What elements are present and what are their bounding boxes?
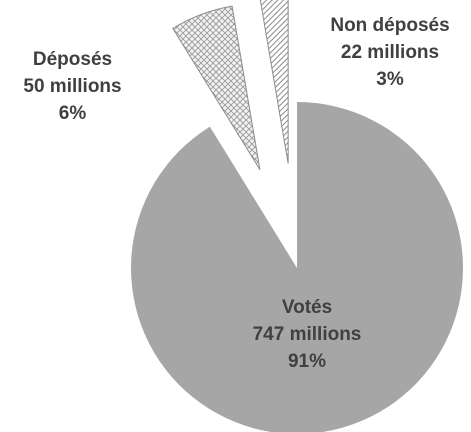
slice-name-non-deposes: Non déposés bbox=[330, 15, 450, 36]
slice-name-votes: Votés bbox=[281, 297, 333, 318]
slice-percent-non-deposes: 3% bbox=[376, 69, 404, 90]
slice-label-deposes: Déposés 50 millions 6% bbox=[0, 46, 145, 127]
slice-value-non-deposes: 22 millions bbox=[340, 42, 440, 63]
slice-votes bbox=[131, 102, 463, 432]
slice-deposes bbox=[172, 5, 261, 171]
pie-slices bbox=[131, 0, 463, 432]
slice-name-deposes: Déposés bbox=[32, 49, 113, 70]
slice-value-deposes: 50 millions bbox=[23, 76, 122, 97]
slice-value-votes: 747 millions bbox=[252, 324, 362, 345]
slice-percent-votes: 91% bbox=[287, 351, 327, 372]
slice-label-non-deposes: Non déposés 22 millions 3% bbox=[310, 12, 470, 93]
slice-percent-deposes: 6% bbox=[58, 103, 87, 124]
slice-non-deposes bbox=[259, 0, 289, 164]
slice-label-votes: Votés 747 millions 91% bbox=[212, 294, 402, 375]
